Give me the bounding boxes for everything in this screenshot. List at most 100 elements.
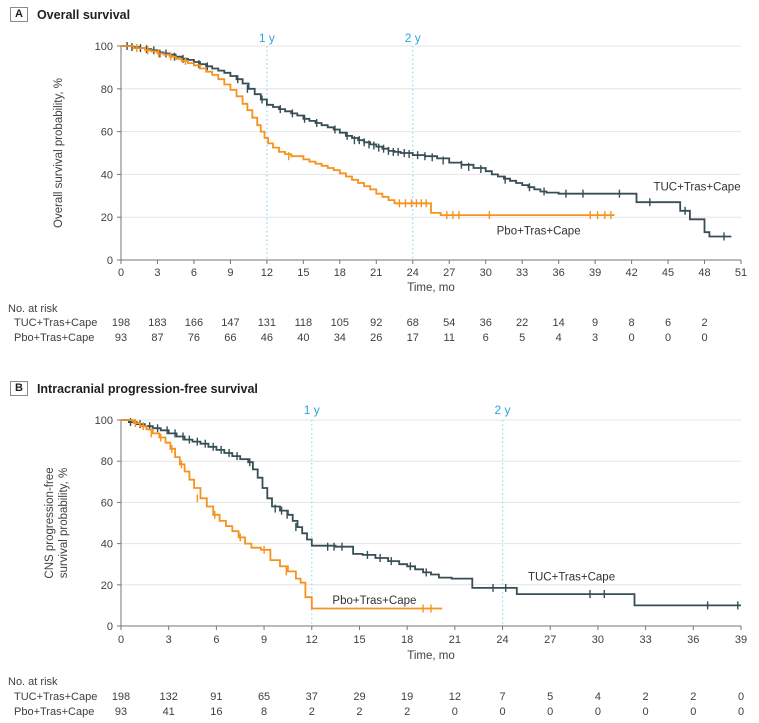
- y-tick-label: 40: [101, 539, 113, 551]
- x-tick-label: 12: [261, 267, 273, 279]
- x-tick-label: 3: [154, 267, 160, 279]
- x-tick-label: 30: [480, 267, 492, 279]
- risk-value: 166: [185, 317, 203, 329]
- risk-value: 37: [306, 691, 318, 703]
- risk-row-label: TUC+Tras+Cape: [14, 317, 97, 329]
- risk-value: 5: [547, 691, 553, 703]
- risk-row-label: Pbo+Tras+Cape: [14, 332, 94, 344]
- risk-value: 118: [295, 317, 313, 329]
- risk-value: 8: [629, 317, 635, 329]
- tuc-tras-cape-curve: [121, 419, 741, 607]
- x-tick-label: 3: [166, 634, 172, 646]
- risk-value: 16: [210, 706, 222, 718]
- x-tick-label: 0: [118, 267, 124, 279]
- y-tick-label: 40: [101, 169, 113, 181]
- risk-value: 132: [160, 691, 178, 703]
- x-tick-label: 15: [297, 267, 309, 279]
- panel-b-header: B Intracranial progression-free survival: [10, 381, 258, 396]
- x-axis-title: Time, mo: [407, 282, 455, 294]
- y-tick-label: 0: [107, 621, 113, 633]
- x-tick-label: 27: [544, 634, 556, 646]
- risk-value: 105: [331, 317, 349, 329]
- y-tick-label: 60: [101, 127, 113, 139]
- risk-value: 2: [356, 706, 362, 718]
- risk-value: 87: [151, 332, 163, 344]
- x-tick-label: 9: [261, 634, 267, 646]
- risk-value: 93: [115, 706, 127, 718]
- risk-value: 4: [595, 691, 601, 703]
- risk-value: 12: [449, 691, 461, 703]
- risk-value: 6: [483, 332, 489, 344]
- risk-value: 65: [258, 691, 270, 703]
- y-tick-label: 80: [101, 84, 113, 96]
- panel-a-letter-badge: A: [10, 7, 28, 22]
- risk-value: 0: [547, 706, 553, 718]
- risk-value: 41: [163, 706, 175, 718]
- y-tick-label: 0: [107, 255, 113, 267]
- risk-value: 54: [443, 317, 455, 329]
- x-tick-label: 24: [496, 634, 508, 646]
- risk-value: 0: [595, 706, 601, 718]
- risk-table-title: No. at risk: [8, 303, 58, 315]
- x-tick-label: 12: [306, 634, 318, 646]
- y-tick-label: 20: [101, 580, 113, 592]
- reference-line-label: 2 y: [405, 31, 421, 45]
- risk-value: 9: [592, 317, 598, 329]
- risk-value: 68: [407, 317, 419, 329]
- y-axis-title: survival probability, %: [58, 468, 70, 578]
- risk-value: 2: [404, 706, 410, 718]
- x-tick-label: 18: [334, 267, 346, 279]
- risk-value: 0: [690, 706, 696, 718]
- y-axis-title: Overall survival probability, %: [53, 78, 65, 228]
- risk-value: 0: [738, 691, 744, 703]
- risk-value: 14: [553, 317, 565, 329]
- x-tick-label: 36: [687, 634, 699, 646]
- risk-value: 46: [261, 332, 273, 344]
- risk-value: 0: [499, 706, 505, 718]
- risk-value: 147: [221, 317, 239, 329]
- risk-value: 4: [556, 332, 562, 344]
- x-tick-label: 27: [443, 267, 455, 279]
- series-label: Pbo+Tras+Cape: [497, 225, 581, 237]
- risk-value: 0: [643, 706, 649, 718]
- risk-value: 2: [309, 706, 315, 718]
- series-label: TUC+Tras+Cape: [653, 181, 740, 193]
- risk-value: 40: [297, 332, 309, 344]
- y-tick-label: 20: [101, 212, 113, 224]
- risk-value: 22: [516, 317, 528, 329]
- series-label: Pbo+Tras+Cape: [332, 595, 416, 607]
- risk-value: 2: [643, 691, 649, 703]
- x-tick-label: 6: [213, 634, 219, 646]
- y-tick-label: 80: [101, 456, 113, 468]
- risk-value: 93: [115, 332, 127, 344]
- x-tick-label: 51: [735, 267, 747, 279]
- risk-value: 76: [188, 332, 200, 344]
- y-tick-label: 100: [95, 41, 113, 53]
- panel-b-letter-badge: B: [10, 381, 28, 396]
- reference-line-label: 1 y: [259, 31, 275, 45]
- risk-value: 6: [665, 317, 671, 329]
- risk-value: 198: [112, 317, 130, 329]
- risk-value: 198: [112, 691, 130, 703]
- risk-value: 5: [519, 332, 525, 344]
- risk-value: 0: [738, 706, 744, 718]
- x-tick-label: 30: [592, 634, 604, 646]
- x-tick-label: 39: [589, 267, 601, 279]
- risk-value: 0: [452, 706, 458, 718]
- x-tick-label: 18: [401, 634, 413, 646]
- risk-row-label: TUC+Tras+Cape: [14, 691, 97, 703]
- x-tick-label: 48: [698, 267, 710, 279]
- x-tick-label: 36: [553, 267, 565, 279]
- risk-value: 0: [629, 332, 635, 344]
- risk-value: 183: [148, 317, 166, 329]
- y-tick-label: 60: [101, 497, 113, 509]
- reference-line-label: 2 y: [495, 403, 511, 417]
- risk-value: 19: [401, 691, 413, 703]
- x-tick-label: 33: [516, 267, 528, 279]
- panel-b-title: Intracranial progression-free survival: [36, 381, 258, 396]
- y-axis-title: CNS progression-free: [44, 467, 56, 578]
- risk-value: 17: [407, 332, 419, 344]
- risk-row-label: Pbo+Tras+Cape: [14, 706, 94, 718]
